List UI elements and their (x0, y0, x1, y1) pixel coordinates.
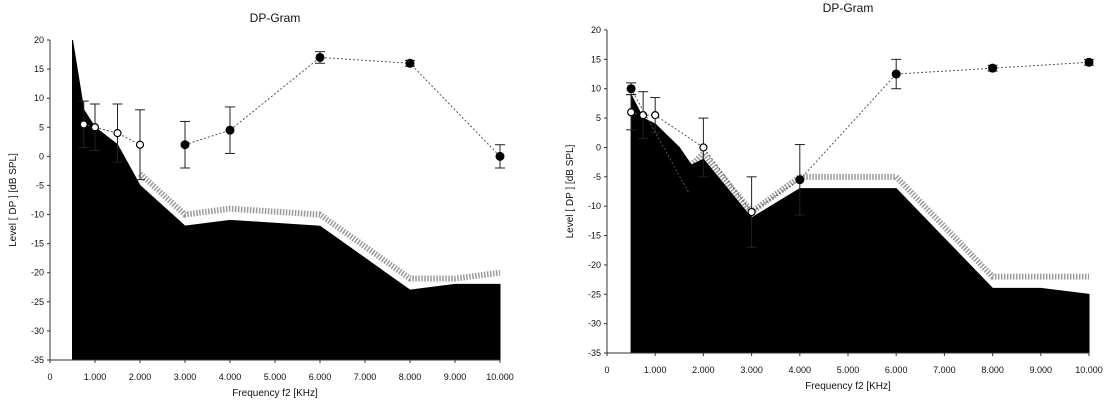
data-point (1084, 57, 1094, 67)
y-tick-label: -25 (588, 289, 601, 299)
series-line (184, 56, 501, 157)
y-axis-label: Level [ DP ] [dB SPL] (565, 144, 576, 238)
y-tick-label: -30 (31, 326, 44, 336)
y-tick-label: 10 (591, 84, 601, 94)
x-tick-label: 2.000 (129, 372, 152, 382)
data-point (891, 69, 901, 79)
data-point (747, 207, 756, 217)
y-tick-label: 10 (34, 93, 44, 103)
data-point (699, 143, 708, 152)
data-point (315, 52, 325, 62)
y-tick-label: 20 (591, 25, 601, 35)
y-tick-label: -25 (31, 297, 44, 307)
data-point (651, 111, 660, 120)
data-point (988, 63, 998, 73)
data-point (79, 120, 88, 129)
y-tick-label: -35 (31, 355, 44, 365)
data-point (639, 111, 648, 120)
noise-floor-area (630, 94, 1090, 354)
x-axis-label: Frequency f2 [KHz] (805, 381, 891, 392)
y-axis-label: Level [ DP ] [dB SPL] (8, 153, 19, 247)
x-tick-label: 5.000 (264, 372, 287, 382)
y-tick-label: 5 (596, 113, 601, 123)
x-tick-label: 6.000 (309, 372, 332, 382)
x-tick-label: 6.000 (885, 365, 908, 375)
y-tick-label: 15 (591, 54, 601, 64)
x-tick-label: 8.000 (399, 372, 422, 382)
data-point (135, 140, 145, 149)
data-point (113, 128, 122, 138)
y-tick-label: 0 (596, 142, 601, 152)
data-point (686, 192, 696, 202)
chart-title: DP-Gram (250, 11, 301, 25)
y-tick-label: -10 (31, 210, 44, 220)
x-tick-label: 1.000 (84, 372, 107, 382)
data-point (405, 58, 415, 68)
y-tick-label: -5 (36, 180, 44, 190)
y-tick-label: 5 (39, 122, 44, 132)
series-line (799, 61, 1090, 181)
series-line (630, 111, 801, 213)
dp-gram-chart-right: DP-Gram 20 15 10 5 0 -5 -10 -15 -20 -25 -30 -35 0 1.00… (559, 0, 1119, 414)
data-point (495, 151, 505, 161)
x-tick-label: 4.000 (789, 365, 812, 375)
x-tick-label: 1.000 (644, 365, 667, 375)
x-tick-label: 0 (604, 365, 609, 375)
dp-gram-chart-left: DP-Gram 20 15 10 5 0 -5 -10 -15 -20 -25 -30 -35 0 1.00… (0, 0, 560, 414)
x-tick-label: 8.000 (981, 365, 1004, 375)
data-point (795, 175, 805, 185)
y-tick-label: -10 (588, 201, 601, 211)
y-tick-label: -35 (588, 348, 601, 358)
x-tick-label: 3.000 (740, 365, 763, 375)
x-tick-label: 5.000 (837, 365, 860, 375)
y-tick-label: -15 (588, 231, 601, 241)
y-tick-label: 0 (39, 151, 44, 161)
x-tick-label: 3.000 (174, 372, 197, 382)
chart-title: DP-Gram (823, 1, 874, 15)
y-tick-label: -30 (588, 319, 601, 329)
data-point (180, 140, 190, 150)
data-point (626, 84, 636, 94)
x-tick-label: 7.000 (354, 372, 377, 382)
x-tick-label: 2.000 (692, 365, 715, 375)
x-tick-label: 9.000 (444, 372, 467, 382)
x-tick-label: 9.000 (1030, 365, 1053, 375)
x-tick-label: 10.000 (1075, 365, 1103, 375)
y-tick-label: -20 (31, 268, 44, 278)
noise-floor-area (72, 39, 501, 361)
data-point (626, 108, 636, 117)
data-point (90, 123, 100, 132)
series-line (630, 88, 692, 198)
y-tick-label: -20 (588, 260, 601, 270)
x-tick-label: 10.000 (486, 372, 514, 382)
y-tick-label: 20 (34, 35, 44, 45)
y-tick-label: 15 (34, 64, 44, 74)
noise-floor-upper-band (137, 171, 501, 282)
x-axis-label: Frequency f2 [KHz] (232, 388, 318, 399)
x-tick-label: 7.000 (933, 365, 956, 375)
y-tick-label: -5 (593, 172, 601, 182)
x-tick-label: 4.000 (219, 372, 242, 382)
data-point (225, 125, 235, 135)
x-tick-label: 0 (47, 372, 52, 382)
y-tick-label: -15 (31, 239, 44, 249)
series-line (83, 123, 141, 146)
